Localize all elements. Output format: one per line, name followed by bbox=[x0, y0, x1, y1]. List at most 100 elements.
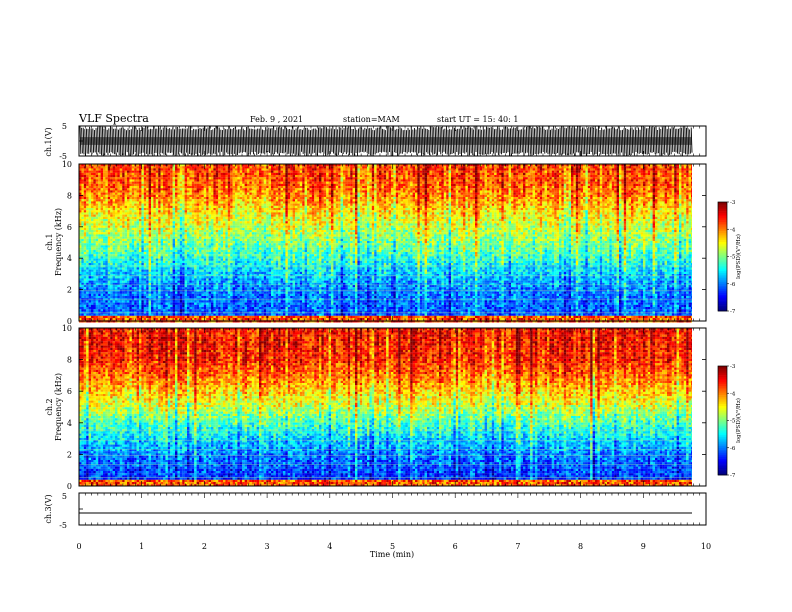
spectrogram-cell bbox=[391, 171, 394, 173]
spectrogram-cell bbox=[199, 193, 202, 195]
spectrogram-cell bbox=[629, 188, 632, 190]
spectrogram-cell bbox=[331, 186, 334, 188]
spectrogram-cell bbox=[537, 182, 540, 184]
spectrogram-cell bbox=[461, 182, 464, 184]
spectrogram-cell bbox=[571, 179, 574, 181]
spectrogram-cell bbox=[648, 199, 651, 201]
spectrogram-cell bbox=[377, 168, 380, 170]
spectrogram-cell bbox=[168, 204, 171, 206]
spectrogram-cell bbox=[290, 171, 293, 173]
spectrogram-cell bbox=[593, 171, 596, 173]
spectrogram-cell bbox=[554, 175, 557, 177]
spectrogram-cell bbox=[324, 177, 327, 179]
spectrogram-cell bbox=[441, 190, 444, 192]
spectrogram-cell bbox=[237, 188, 240, 190]
spectrogram-cell bbox=[84, 182, 87, 184]
spectrogram-cell bbox=[329, 186, 332, 188]
spectrogram-cell bbox=[345, 179, 348, 181]
spectrogram-cell bbox=[372, 166, 375, 168]
spectrogram-cell bbox=[201, 179, 204, 181]
spectrogram-cell bbox=[667, 201, 670, 203]
spectrogram-cell bbox=[434, 177, 437, 179]
spectrogram-cell bbox=[477, 188, 480, 190]
spectrogram-cell bbox=[247, 175, 250, 177]
spectrogram-cell bbox=[158, 204, 161, 206]
spectrogram-cell bbox=[583, 168, 586, 170]
spectrogram-cell bbox=[641, 177, 644, 179]
spectrogram-cell bbox=[602, 175, 605, 177]
spectrogram-cell bbox=[213, 175, 216, 177]
spectrogram-cell bbox=[477, 199, 480, 201]
spectrogram-cell bbox=[559, 190, 562, 192]
spectrogram-cell bbox=[86, 199, 89, 201]
spectrogram-cell bbox=[365, 171, 368, 173]
spectrogram-cell bbox=[93, 184, 96, 186]
spectrogram-cell bbox=[465, 179, 468, 181]
spectrogram-cell bbox=[530, 201, 533, 203]
spectrogram-cell bbox=[329, 179, 332, 181]
spectrogram-cell bbox=[535, 197, 538, 199]
spectrogram-cell bbox=[290, 193, 293, 195]
spectrogram-cell bbox=[237, 179, 240, 181]
spectrogram-cell bbox=[374, 184, 377, 186]
spectrogram-cell bbox=[211, 168, 214, 170]
spectrogram-cell bbox=[571, 177, 574, 179]
spectrogram-cell bbox=[410, 177, 413, 179]
spectrogram-cell bbox=[278, 193, 281, 195]
spectrogram-cell bbox=[619, 186, 622, 188]
spectrogram-cell bbox=[518, 201, 521, 203]
spectrogram-cell bbox=[633, 201, 636, 203]
spectrogram-cell bbox=[254, 190, 257, 192]
spectrogram-cell bbox=[453, 175, 456, 177]
spectrogram-cell bbox=[429, 166, 432, 168]
spectrogram-cell bbox=[427, 173, 430, 175]
spectrogram-cell bbox=[153, 177, 156, 179]
spectrogram-cell bbox=[134, 186, 137, 188]
spectrogram-cell bbox=[689, 184, 692, 186]
spectrogram-cell bbox=[485, 201, 488, 203]
spectrogram-cell bbox=[549, 195, 552, 197]
spectrogram-cell bbox=[509, 173, 512, 175]
spectrogram-cell bbox=[379, 199, 382, 201]
spectrogram-cell bbox=[125, 168, 128, 170]
spectrogram-cell bbox=[216, 193, 219, 195]
spectrogram-cell bbox=[168, 186, 171, 188]
spectrogram-cell bbox=[437, 188, 440, 190]
spectrogram-cell bbox=[497, 173, 500, 175]
spectrogram-cell bbox=[617, 199, 620, 201]
spectrogram-cell bbox=[451, 190, 454, 192]
spectrogram-cell bbox=[245, 168, 248, 170]
spectrogram-cell bbox=[384, 195, 387, 197]
spectrogram-cell bbox=[643, 184, 646, 186]
spectrogram-cell bbox=[590, 186, 593, 188]
spectrogram-cell bbox=[307, 173, 310, 175]
spectrogram-cell bbox=[516, 175, 519, 177]
spectrogram-cell bbox=[545, 184, 548, 186]
spectrogram-cell bbox=[494, 188, 497, 190]
spectrogram-cell bbox=[360, 201, 363, 203]
spectrogram-cell bbox=[285, 182, 288, 184]
spectrogram-cell bbox=[204, 173, 207, 175]
spectrogram-cell bbox=[684, 186, 687, 188]
spectrogram-cell bbox=[139, 175, 142, 177]
spectrogram-cell bbox=[338, 193, 341, 195]
spectrogram-cell bbox=[321, 201, 324, 203]
spectrogram-cell bbox=[489, 197, 492, 199]
spectrogram-cell bbox=[465, 177, 468, 179]
spectrogram-cell bbox=[98, 168, 101, 170]
spectrogram-cell bbox=[401, 201, 404, 203]
spectrogram-cell bbox=[501, 166, 504, 168]
spectrogram-cell bbox=[141, 186, 144, 188]
spectrogram-cell bbox=[379, 182, 382, 184]
spectrogram-cell bbox=[293, 182, 296, 184]
spectrogram-cell bbox=[345, 184, 348, 186]
spectrogram-cell bbox=[338, 201, 341, 203]
spectrogram-cell bbox=[585, 171, 588, 173]
spectrogram-cell bbox=[612, 199, 615, 201]
spectrogram-cell bbox=[276, 186, 279, 188]
spectrogram-cell bbox=[480, 177, 483, 179]
spectrogram-cell bbox=[588, 188, 591, 190]
spectrogram-cell bbox=[662, 168, 665, 170]
spectrogram-cell bbox=[473, 186, 476, 188]
spectrogram-cell bbox=[393, 179, 396, 181]
